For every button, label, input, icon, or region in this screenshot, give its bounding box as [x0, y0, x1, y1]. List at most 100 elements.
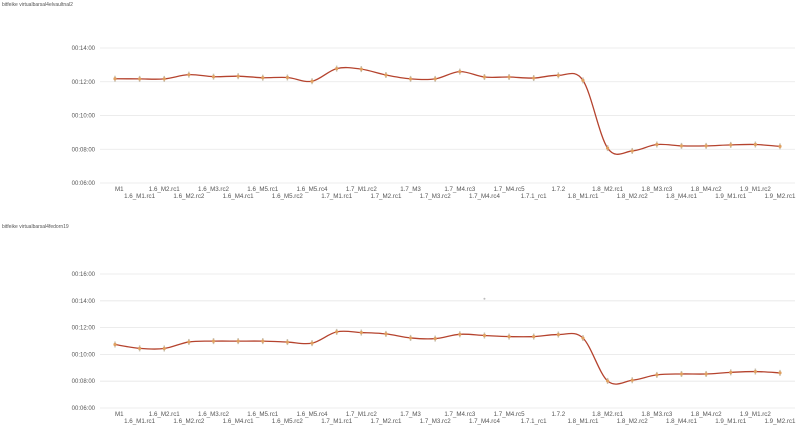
data-point [236, 74, 240, 78]
x-tick-label: 1.9_M2.rc1 [765, 193, 797, 200]
data-point [605, 379, 610, 383]
data-point [335, 330, 339, 334]
x-tick-label: 1.7.2 [551, 186, 565, 193]
data-point [482, 333, 487, 338]
x-tick-label: 1.7.1_rc1 [521, 193, 547, 200]
data-point [556, 332, 560, 337]
data-point [433, 336, 437, 341]
x-tick-label: 1.6_M5.rc1 [247, 411, 279, 418]
x-tick-label: 1.7_M4.rc5 [494, 411, 526, 418]
x-tick-label: 1.8_M4.rc2 [691, 186, 723, 193]
data-point [433, 77, 437, 81]
y-tick-label: 00:14:00 [72, 299, 96, 305]
data-point [630, 378, 634, 382]
x-tick-label: 1.8_M4.rc1 [666, 193, 698, 200]
chart-2-title: bitfeike virtualbarsal4fedorn19 [2, 224, 69, 230]
x-tick-label: 1.6_M4.rc1 [223, 418, 255, 425]
data-point [408, 77, 413, 81]
y-tick-label: 00:12:00 [72, 80, 96, 86]
x-tick-label: 1.8_M3.rc3 [641, 411, 673, 418]
x-tick-label: 1.6_M5.rc4 [297, 186, 329, 193]
data-point [507, 334, 511, 339]
data-point [507, 75, 511, 79]
x-tick-label: M1 [115, 411, 124, 418]
x-tick-label: 1.6_M5.rc2 [272, 193, 304, 200]
data-point [187, 73, 191, 77]
data-point [359, 330, 363, 335]
x-tick-label: 1.7_M1.rc2 [346, 186, 378, 193]
data-point [482, 75, 487, 79]
data-point [310, 341, 314, 345]
data-point [655, 373, 659, 377]
x-tick-label: 1.7_M4.rc3 [444, 411, 476, 418]
data-point [581, 78, 585, 82]
data-point [384, 73, 388, 77]
x-tick-label: 1.9_M1.rc2 [740, 186, 772, 193]
data-point [138, 346, 142, 350]
x-tick-label: 1.7_M3.rc2 [420, 193, 452, 200]
data-point [359, 67, 363, 71]
data-point [335, 66, 339, 71]
y-tick-label: 00:10:00 [72, 352, 96, 358]
x-tick-label: 1.7_M3.rc2 [420, 418, 452, 425]
x-tick-label: 1.6_M1.rc1 [124, 193, 156, 200]
data-point [408, 336, 413, 340]
x-tick-label: 1.9_M1.rc1 [715, 418, 747, 425]
x-tick-label: 1.8_M2.rc2 [617, 418, 649, 425]
data-point [113, 342, 117, 347]
x-tick-label: 1.8_M1.rc1 [567, 418, 599, 425]
data-point [138, 77, 142, 81]
data-point [729, 143, 733, 147]
outlier-point [483, 297, 486, 300]
y-tick-label: 00:08:00 [72, 379, 96, 385]
y-tick-label: 00:10:00 [72, 114, 96, 120]
x-tick-label: 1.9_M1.rc2 [740, 411, 772, 418]
series-line [114, 330, 781, 385]
data-point [532, 334, 536, 339]
x-tick-label: 1.8_M3.rc3 [641, 186, 673, 193]
y-tick-label: 00:14:00 [72, 46, 96, 52]
x-tick-label: 1.7_M1.rc1 [321, 418, 353, 425]
data-point [655, 142, 659, 147]
x-tick-label: M1 [115, 186, 124, 193]
data-point [630, 149, 634, 153]
x-tick-label: 1.7_M4.rc4 [469, 193, 501, 200]
data-point [581, 336, 585, 340]
y-tick-label: 00:16:00 [72, 272, 96, 278]
x-tick-label: 1.8_M2.rc2 [617, 193, 649, 200]
data-point [605, 146, 610, 150]
data-point [556, 73, 560, 77]
x-tick-label: 1.7_M4.rc5 [494, 186, 526, 193]
x-tick-label: 1.6_M5.rc4 [297, 411, 329, 418]
x-tick-label: 1.8_M4.rc2 [691, 411, 723, 418]
y-tick-label: 00:06:00 [72, 406, 96, 412]
data-point [679, 372, 684, 376]
x-tick-label: 1.7_M1.rc1 [321, 193, 353, 200]
series-line [114, 66, 781, 155]
chart-2: 00:06:00 00:08:00 00:10:00 00:12:00 00:14:00… [72, 272, 797, 425]
data-point [211, 75, 216, 79]
data-point [162, 77, 166, 81]
x-tick-label: 1.7_M3 [400, 411, 421, 418]
data-point [458, 332, 462, 336]
x-tick-label: 1.7.2 [551, 411, 565, 418]
data-point [187, 340, 191, 344]
chart-1: 00:06:00 00:08:00 00:10:00 00:12:00 00:14:00… [72, 46, 797, 200]
data-point [261, 339, 265, 343]
x-tick-label: 1.9_M2.rc1 [765, 418, 797, 425]
y-tick-label: 00:12:00 [72, 326, 96, 332]
x-tick-label: 1.8_M2.rc1 [592, 186, 624, 193]
x-tick-label: 1.6_M1.rc1 [124, 418, 156, 425]
x-tick-label: 1.7.1_rc1 [521, 418, 547, 425]
x-tick-label: 1.7_M3 [400, 186, 421, 193]
x-tick-label: 1.8_M1.rc1 [567, 193, 599, 200]
data-point [729, 370, 733, 374]
x-tick-label: 1.7_M2.rc1 [370, 193, 402, 200]
x-tick-label: 1.6_M2.rc2 [173, 418, 205, 425]
data-point [778, 144, 782, 148]
data-point [261, 76, 265, 80]
data-point [285, 75, 290, 80]
x-tick-label: 1.6_M2.rc1 [149, 186, 181, 193]
data-point [679, 144, 684, 148]
x-tick-label: 1.8_M4.rc1 [666, 418, 698, 425]
